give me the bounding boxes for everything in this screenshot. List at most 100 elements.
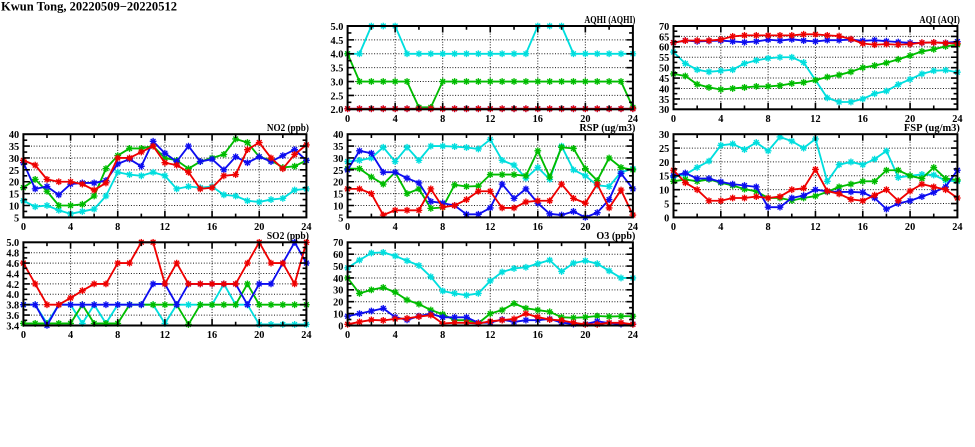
svg-text:5: 5 bbox=[338, 213, 343, 224]
svg-text:3.8: 3.8 bbox=[6, 301, 19, 312]
svg-text:12: 12 bbox=[485, 114, 495, 125]
svg-text:SO2 (ppb): SO2 (ppb) bbox=[267, 231, 309, 242]
svg-text:16: 16 bbox=[533, 114, 543, 125]
svg-text:60: 60 bbox=[333, 250, 343, 261]
svg-text:20: 20 bbox=[580, 114, 590, 125]
svg-text:8: 8 bbox=[115, 330, 120, 341]
svg-text:4.4: 4.4 bbox=[6, 269, 19, 280]
svg-text:4: 4 bbox=[68, 222, 73, 233]
svg-text:4: 4 bbox=[718, 222, 723, 233]
svg-text:20: 20 bbox=[254, 330, 264, 341]
svg-text:10: 10 bbox=[9, 201, 19, 212]
svg-text:24: 24 bbox=[952, 114, 962, 125]
svg-text:24: 24 bbox=[628, 114, 638, 125]
svg-text:AQHI (AQHI): AQHI (AQHI) bbox=[584, 15, 635, 26]
svg-text:25: 25 bbox=[333, 166, 343, 177]
svg-text:8: 8 bbox=[766, 222, 771, 233]
svg-text:16: 16 bbox=[207, 330, 217, 341]
svg-text:NO2 (ppb): NO2 (ppb) bbox=[267, 123, 309, 134]
svg-text:4.6: 4.6 bbox=[6, 259, 19, 270]
svg-text:10: 10 bbox=[333, 310, 343, 321]
svg-text:16: 16 bbox=[533, 222, 543, 233]
svg-text:20: 20 bbox=[9, 178, 19, 189]
svg-text:0: 0 bbox=[664, 213, 669, 224]
svg-text:55: 55 bbox=[659, 53, 669, 64]
svg-text:30: 30 bbox=[9, 154, 19, 165]
svg-text:12: 12 bbox=[160, 222, 170, 233]
svg-text:5.0: 5.0 bbox=[331, 22, 344, 33]
svg-text:5.0: 5.0 bbox=[6, 238, 19, 249]
svg-text:40: 40 bbox=[659, 84, 669, 95]
svg-text:5: 5 bbox=[664, 199, 669, 210]
svg-text:O3 (ppb): O3 (ppb) bbox=[596, 231, 635, 242]
svg-text:0: 0 bbox=[345, 330, 350, 341]
svg-text:5: 5 bbox=[14, 213, 19, 224]
svg-text:0: 0 bbox=[21, 222, 26, 233]
svg-text:0: 0 bbox=[345, 222, 350, 233]
svg-text:16: 16 bbox=[207, 222, 217, 233]
svg-text:0: 0 bbox=[338, 321, 343, 332]
svg-text:20: 20 bbox=[254, 222, 264, 233]
svg-text:8: 8 bbox=[440, 330, 445, 341]
svg-text:12: 12 bbox=[810, 114, 820, 125]
svg-text:35: 35 bbox=[333, 142, 343, 153]
svg-text:4: 4 bbox=[68, 330, 73, 341]
svg-text:24: 24 bbox=[628, 330, 638, 341]
svg-text:0: 0 bbox=[671, 114, 676, 125]
svg-text:20: 20 bbox=[905, 114, 915, 125]
svg-text:16: 16 bbox=[858, 114, 868, 125]
svg-text:4.2: 4.2 bbox=[6, 280, 19, 291]
svg-text:8: 8 bbox=[440, 114, 445, 125]
svg-text:4: 4 bbox=[393, 222, 398, 233]
svg-text:35: 35 bbox=[9, 142, 19, 153]
svg-text:20: 20 bbox=[333, 178, 343, 189]
svg-text:AQI (AQI): AQI (AQI) bbox=[919, 15, 960, 26]
svg-text:25: 25 bbox=[659, 144, 669, 155]
svg-text:24: 24 bbox=[301, 222, 311, 233]
svg-text:40: 40 bbox=[333, 274, 343, 285]
svg-text:20: 20 bbox=[580, 222, 590, 233]
svg-text:30: 30 bbox=[333, 286, 343, 297]
svg-text:24: 24 bbox=[628, 222, 638, 233]
svg-text:20: 20 bbox=[905, 222, 915, 233]
svg-text:25: 25 bbox=[9, 166, 19, 177]
svg-text:15: 15 bbox=[9, 190, 19, 201]
svg-text:4.0: 4.0 bbox=[331, 50, 344, 61]
svg-text:20: 20 bbox=[659, 158, 669, 169]
svg-text:40: 40 bbox=[9, 130, 19, 141]
svg-text:12: 12 bbox=[485, 222, 495, 233]
svg-text:20: 20 bbox=[580, 330, 590, 341]
svg-text:3.5: 3.5 bbox=[331, 64, 344, 75]
svg-text:8: 8 bbox=[115, 222, 120, 233]
svg-text:3.6: 3.6 bbox=[6, 311, 19, 322]
svg-text:50: 50 bbox=[659, 64, 669, 75]
svg-text:Kwun Tong, 20220509−20220512: Kwun Tong, 20220509−20220512 bbox=[1, 0, 177, 14]
svg-text:4.8: 4.8 bbox=[6, 249, 19, 260]
svg-text:45: 45 bbox=[659, 74, 669, 85]
svg-text:60: 60 bbox=[659, 43, 669, 54]
svg-text:15: 15 bbox=[333, 190, 343, 201]
svg-text:70: 70 bbox=[659, 22, 669, 33]
svg-text:30: 30 bbox=[659, 130, 669, 141]
svg-text:10: 10 bbox=[333, 201, 343, 212]
svg-text:0: 0 bbox=[21, 330, 26, 341]
svg-text:40: 40 bbox=[333, 130, 343, 141]
svg-text:0: 0 bbox=[671, 222, 676, 233]
svg-text:8: 8 bbox=[766, 114, 771, 125]
svg-text:20: 20 bbox=[333, 298, 343, 309]
svg-text:15: 15 bbox=[659, 172, 669, 183]
svg-text:12: 12 bbox=[160, 330, 170, 341]
svg-text:4: 4 bbox=[393, 330, 398, 341]
svg-text:2.0: 2.0 bbox=[331, 105, 344, 116]
svg-text:12: 12 bbox=[485, 330, 495, 341]
svg-text:3.4: 3.4 bbox=[6, 321, 19, 332]
svg-text:24: 24 bbox=[301, 330, 311, 341]
svg-text:4.0: 4.0 bbox=[6, 290, 19, 301]
svg-text:16: 16 bbox=[858, 222, 868, 233]
svg-text:50: 50 bbox=[333, 262, 343, 273]
svg-text:RSP (ug/m3): RSP (ug/m3) bbox=[579, 123, 635, 134]
svg-text:FSP (ug/m3): FSP (ug/m3) bbox=[904, 123, 960, 134]
svg-text:2.5: 2.5 bbox=[331, 91, 344, 102]
svg-text:4: 4 bbox=[718, 114, 723, 125]
svg-text:3.0: 3.0 bbox=[331, 77, 344, 88]
